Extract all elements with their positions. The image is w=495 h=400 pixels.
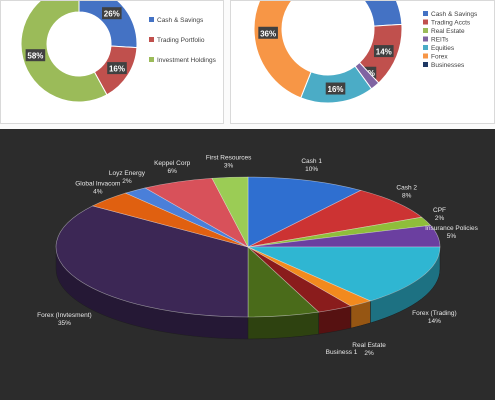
pie3d-label-cash-1-value: 10% bbox=[305, 166, 318, 173]
donut2-label-bg-equities bbox=[325, 82, 346, 95]
donut1-label-bg-trading-portfolio bbox=[107, 62, 127, 75]
donut2-label-bg-forex bbox=[258, 26, 278, 39]
pie3d-label-forex-invtesment-value: 35% bbox=[58, 320, 71, 327]
donut2-legend-reits: REITs bbox=[431, 37, 449, 44]
donut2-label-forex: 36% bbox=[260, 29, 276, 38]
pie-chart-3d: Cash 1 10% Cash 2 8% CPF 2% Insurance Policies… bbox=[0, 129, 495, 400]
donut2-legend-swatch-reits bbox=[423, 36, 428, 42]
donut1-legend-trading-portfolio: Trading Portfolio bbox=[157, 37, 205, 44]
donut2-label-bg-trading-accts bbox=[373, 45, 394, 58]
donut-chart-overview: 26% 16% 58% Cash & Savings Trading Portfolio… bbox=[0, 0, 224, 124]
pie3d-label-first-resources-value: 3% bbox=[224, 162, 234, 169]
pie3d-label-cash-1-name: Cash 1 bbox=[301, 158, 322, 165]
pie3d-label-business-1-name: Business 1 bbox=[326, 349, 358, 356]
donut1-label-trading-portfolio: 16% bbox=[109, 65, 125, 74]
donut2-legend-swatch-cash-savings bbox=[423, 11, 428, 16]
pie3d-label-real-estate-name: Real Estate bbox=[352, 342, 386, 349]
donut2-legend-cash-savings: Cash & Savings bbox=[431, 11, 478, 18]
pie3d-label-insurance-policies-name: Insurance Policies bbox=[425, 225, 478, 232]
donut2-legend-real-estate: Real Estate bbox=[431, 28, 465, 35]
donut1-legend-investment-holdings: Investment Holdings bbox=[157, 57, 217, 64]
pie3d-label-keppel-corp-value: 6% bbox=[167, 168, 177, 175]
pie3d-label-first-resources-name: First Resources bbox=[206, 154, 252, 161]
pie3d-slice-cash-2 bbox=[247, 190, 423, 248]
pie3d-label-forex-invtesment-name: Forex (Invtesment) bbox=[37, 312, 92, 319]
pie3d-label-forex-trading-name: Forex (Trading) bbox=[412, 310, 457, 317]
donut1-label-cash-savings: 26% bbox=[104, 10, 120, 19]
pie3d-label-forex-trading-value: 14% bbox=[428, 318, 441, 325]
pie3d-label-insurance-policies-value: 5% bbox=[447, 233, 457, 240]
donut2-slice-forex bbox=[253, 1, 312, 99]
pie3d-label-loyz-energy-name: Loyz Energy bbox=[109, 170, 146, 177]
donut1-legend-swatch-cash-savings bbox=[149, 17, 154, 22]
donut1-label-bg-cash-savings bbox=[102, 7, 122, 20]
donut1-slice-investment-holdings bbox=[20, 1, 108, 103]
donut1-legend-swatch-investment-holdings bbox=[149, 57, 154, 62]
pie3d-label-cpf-value: 2% bbox=[435, 215, 445, 222]
pie3d-label-real-estate-value: 2% bbox=[364, 350, 374, 357]
pie3d-slice-cash-1 bbox=[247, 176, 362, 248]
donut1-label-investment-holdings: 58% bbox=[27, 52, 43, 61]
pie3d-label-cpf-name: CPF bbox=[433, 207, 446, 214]
pie3d-label-global-invacom-value: 4% bbox=[93, 188, 103, 195]
pie3d-label-cash-2-name: Cash 2 bbox=[396, 184, 417, 191]
pie3d-label-global-invacom-name: Global Invacom bbox=[75, 180, 120, 187]
pie3d-label-loyz-energy-value: 2% bbox=[122, 178, 132, 185]
donut2-legend-trading-accts: Trading Accts bbox=[431, 20, 471, 27]
donut2-legend-swatch-forex bbox=[423, 53, 428, 59]
donut2-legend-businesses: Businesses bbox=[431, 62, 465, 69]
pie3d-slice-first-resources bbox=[211, 176, 249, 248]
donut1-label-bg-investment-holdings bbox=[25, 49, 46, 62]
donut2-legend-equities: Equities bbox=[431, 45, 455, 52]
pie3d-slice-forex-invtesment bbox=[55, 205, 249, 318]
pie3d-label-keppel-corp-name: Keppel Corp bbox=[154, 160, 191, 167]
donut1-legend-swatch-trading-portfolio bbox=[149, 37, 154, 42]
donut2-legend-forex: Forex bbox=[431, 54, 448, 61]
donut2-legend-swatch-trading-accts bbox=[423, 19, 428, 25]
pie3d-slice-forex-trading bbox=[247, 246, 441, 302]
donut1-legend-cash-savings: Cash & Savings bbox=[157, 17, 204, 24]
donut-chart-overview-svg: 26% 16% 58% Cash & Savings Trading Portfolio… bbox=[20, 1, 217, 103]
donut2-label-trading-accts: 14% bbox=[376, 48, 392, 57]
donut2-legend-swatch-real-estate bbox=[423, 28, 428, 33]
donut2-label-equities: 16% bbox=[328, 85, 344, 94]
donut2-legend-swatch-businesses bbox=[423, 62, 428, 67]
donut2-legend-swatch-equities bbox=[423, 45, 428, 50]
donut2-slice-cash-savings bbox=[363, 1, 403, 27]
pie3d-label-cash-2-value: 8% bbox=[402, 192, 412, 199]
